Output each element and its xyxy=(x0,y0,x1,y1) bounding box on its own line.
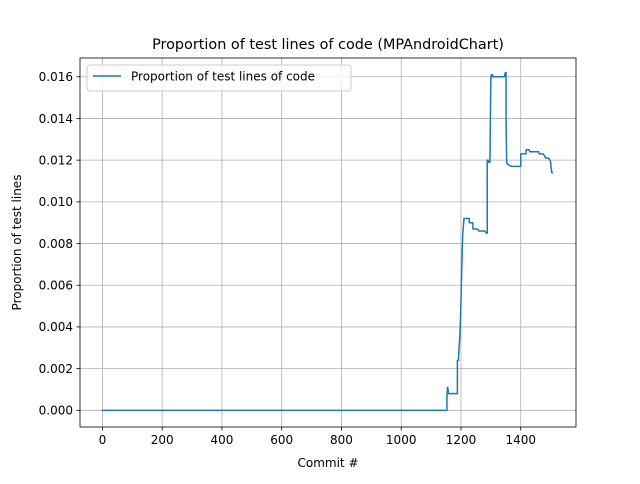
y-tick-label: 0.014 xyxy=(39,112,73,126)
y-tick-label: 0.008 xyxy=(39,237,73,251)
y-tick-label: 0.002 xyxy=(39,362,73,376)
x-tick-label: 1200 xyxy=(446,433,477,447)
x-tick-label: 1000 xyxy=(386,433,417,447)
x-tick-labels: 0 200 400 600 800 1000 1200 1400 xyxy=(99,433,536,447)
legend-label: Proportion of test lines of code xyxy=(131,70,315,84)
series-layer xyxy=(101,71,554,412)
y-tick-label: 0.010 xyxy=(39,195,73,209)
legend: Proportion of test lines of code xyxy=(86,64,352,92)
y-tick-label: 0.006 xyxy=(39,279,73,293)
tick-marks xyxy=(76,76,522,431)
x-tick-label: 1400 xyxy=(505,433,536,447)
chart-title: Proportion of test lines of code (MPAndr… xyxy=(152,37,504,53)
x-axis-label: Commit # xyxy=(297,456,358,470)
plot-area xyxy=(80,58,576,427)
series-line xyxy=(101,71,554,412)
x-tick-label: 400 xyxy=(210,433,233,447)
x-tick-label: 200 xyxy=(151,433,174,447)
y-tick-label: 0.012 xyxy=(39,153,73,167)
y-tick-label: 0.016 xyxy=(39,70,73,84)
plot-frame xyxy=(79,57,577,428)
y-axis-label: Proportion of test lines xyxy=(10,175,24,311)
x-tick-label: 0 xyxy=(99,433,107,447)
x-tick-label: 600 xyxy=(270,433,293,447)
y-tick-labels: 0.000 0.002 0.004 0.006 0.008 0.010 0.012 0.014… xyxy=(39,70,73,418)
legend-box xyxy=(86,64,352,92)
x-tick-label: 800 xyxy=(330,433,353,447)
y-tick-label: 0.004 xyxy=(39,320,73,334)
y-tick-label: 0.000 xyxy=(39,404,73,418)
